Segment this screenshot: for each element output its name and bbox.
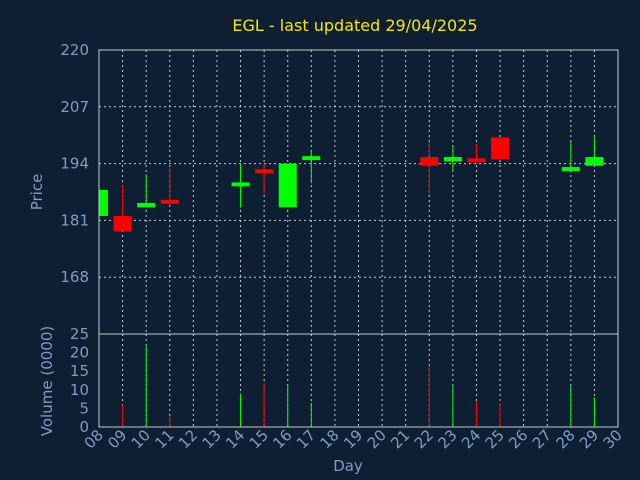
x-tick-label: 25	[482, 426, 508, 452]
price-y-tick-label: 168	[60, 268, 89, 286]
price-candles	[98, 137, 604, 232]
x-tick-label: 23	[434, 426, 460, 452]
candle-body	[113, 216, 132, 232]
x-tick-label: 16	[269, 426, 295, 452]
candle-body	[467, 158, 486, 163]
x-tick-label: 18	[317, 426, 343, 452]
candle-body	[137, 202, 156, 208]
x-tick-label: 30	[600, 426, 626, 452]
x-tick-label: 20	[364, 426, 390, 452]
candle-body	[302, 156, 321, 161]
x-tick-label: 11	[151, 426, 177, 452]
candle-body	[420, 157, 439, 166]
x-tick-label: 09	[104, 426, 130, 452]
x-tick-label: 12	[175, 426, 201, 452]
volume-frame	[98, 333, 619, 428]
volume-y-tick-label: 5	[79, 399, 89, 417]
x-tick-label: 15	[246, 426, 272, 452]
day-x-ticks: 0809101112131415161718192021222324252627…	[81, 426, 626, 452]
x-tick-label: 26	[505, 426, 531, 452]
volume-y-tick-label: 10	[70, 381, 89, 399]
volume-bars	[122, 345, 595, 427]
chart-title: EGL - last updated 29/04/2025	[232, 16, 477, 35]
price-y-tick-label: 207	[60, 98, 89, 116]
x-tick-label: 27	[529, 426, 555, 452]
price-y-tick-label: 194	[60, 155, 89, 173]
price-axis-label: Price	[28, 174, 46, 211]
candle-body	[561, 167, 580, 172]
volume-y-tick-label: 0	[79, 418, 89, 436]
volume-y-tick-label: 20	[70, 344, 89, 362]
x-tick-label: 14	[222, 426, 248, 452]
x-tick-label: 21	[387, 426, 413, 452]
volume-gridlines	[98, 334, 619, 427]
price-y-ticks: 220 207 194 181 168	[60, 41, 89, 286]
candle-body	[491, 137, 510, 160]
candle-body	[278, 163, 297, 208]
x-tick-label: 28	[552, 426, 578, 452]
volume-y-tick-label: 15	[70, 362, 89, 380]
x-tick-label: 13	[199, 426, 225, 452]
candle-body	[231, 182, 250, 187]
price-y-tick-label: 181	[60, 211, 89, 229]
x-axis-label: Day	[333, 457, 363, 475]
x-tick-label: 29	[576, 426, 602, 452]
candle-body	[99, 189, 108, 217]
candle-body	[443, 157, 462, 162]
x-tick-label: 17	[293, 426, 319, 452]
x-tick-label: 10	[128, 426, 154, 452]
candle-body	[160, 199, 179, 204]
price-gridlines	[98, 49, 619, 334]
volume-axis-label: Volume (0000)	[38, 326, 56, 436]
x-tick-label: 24	[458, 426, 484, 452]
candle-body	[585, 157, 604, 166]
volume-y-tick-label: 25	[70, 325, 89, 343]
x-tick-label: 19	[340, 426, 366, 452]
candle-body	[255, 169, 274, 174]
price-y-tick-label: 220	[60, 41, 89, 59]
x-tick-label: 22	[411, 426, 437, 452]
